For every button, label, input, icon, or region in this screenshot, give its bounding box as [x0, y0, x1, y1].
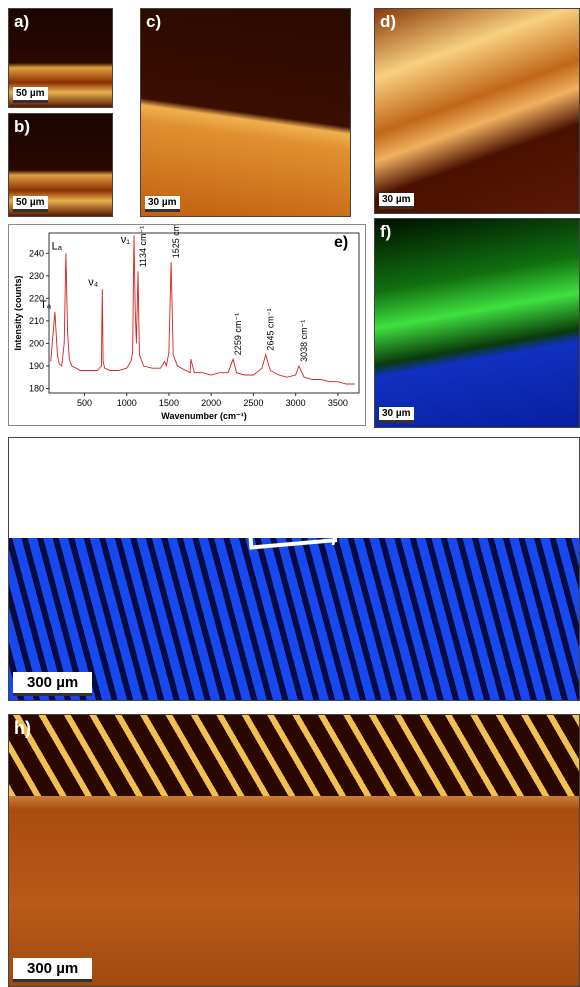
panel-label: c): [146, 12, 161, 32]
scale-bar: 30 µm: [379, 407, 414, 423]
x-tick-label: 3500: [328, 398, 348, 408]
panel-label: e): [334, 234, 348, 251]
region-box: [243, 464, 337, 549]
x-axis-label: Wavenumber (cm⁻¹): [161, 411, 246, 421]
y-tick-label: 180: [29, 383, 44, 393]
scale-bar: 50 µm: [13, 196, 48, 212]
y-tick-label: 200: [29, 338, 44, 348]
y-tick-label: 240: [29, 248, 44, 258]
panel-b: b) 50 µm: [8, 113, 113, 217]
panel-label: a): [14, 12, 29, 32]
panel-label: b): [14, 117, 30, 137]
peak-label: 1525 cm⁻¹: [171, 225, 181, 258]
panel-label: d): [380, 12, 396, 32]
x-tick-label: 1000: [117, 398, 137, 408]
image-texture: [9, 715, 579, 796]
panel-f: f) 30 µm: [374, 218, 580, 428]
scale-bar: 30 µm: [145, 196, 180, 212]
x-tick-label: 500: [77, 398, 92, 408]
x-tick-label: 2000: [201, 398, 221, 408]
peak-label: 3038 cm⁻¹: [299, 320, 309, 362]
spectrum-line: [51, 235, 355, 384]
y-axis-label: Intensity (counts): [13, 275, 23, 350]
panel-g: f g) 300 µm: [8, 437, 580, 701]
x-tick-label: 1500: [159, 398, 179, 408]
y-tick-label: 210: [29, 316, 44, 326]
panel-h: h) 300 µm: [8, 714, 580, 987]
scale-bar: 30 µm: [379, 193, 414, 209]
scale-bar: 50 µm: [13, 87, 48, 103]
peak-label: 1134 cm⁻¹: [138, 226, 148, 268]
scale-bar: 300 µm: [13, 672, 92, 696]
peak-label: ν₁: [121, 234, 131, 246]
figure: a) 50 µm b) 50 µm c) 30 µm d) 30 µm e) 180 19…: [0, 0, 580, 987]
image-texture: [9, 538, 579, 700]
box-label: f: [331, 528, 338, 551]
x-tick-label: 2500: [243, 398, 263, 408]
panel-label: g): [14, 441, 31, 462]
y-tick-label: 190: [29, 361, 44, 371]
scale-bar: 300 µm: [13, 958, 92, 982]
plot-frame: [49, 233, 359, 393]
peak-label: ν₄: [88, 276, 99, 288]
panel-d: d) 30 µm: [374, 8, 580, 214]
peak-label: 2259 cm⁻¹: [233, 313, 243, 355]
peak-label: Tₐ: [40, 299, 52, 311]
panel-label: h): [14, 718, 31, 739]
y-tick-label: 230: [29, 271, 44, 281]
panel-c: c) 30 µm: [140, 8, 351, 217]
panel-a: a) 50 µm: [8, 8, 113, 108]
peak-label: 2645 cm⁻¹: [266, 308, 276, 350]
x-tick-label: 3000: [286, 398, 306, 408]
panel-label: f): [380, 222, 391, 242]
peak-label: Lₐ: [52, 240, 63, 252]
